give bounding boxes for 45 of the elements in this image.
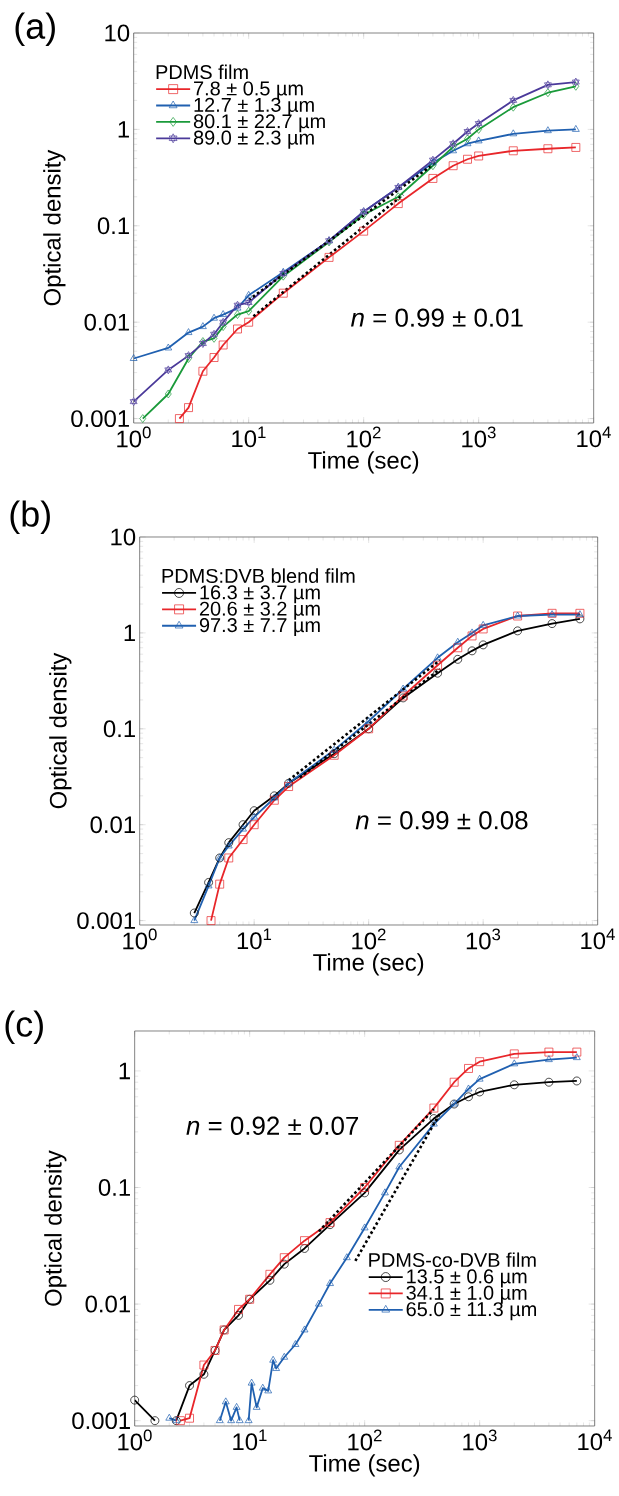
y-tick-label: 10 [111, 528, 136, 546]
y-tick-label: 1 [119, 1062, 130, 1080]
x-tick-label: 10$^{1}$ [232, 426, 266, 448]
y-tick-label: 0.001 [71, 410, 129, 428]
x-tick-label: 10$^{3}$ [466, 928, 501, 950]
x-tick-label: 10$^{0}$ [118, 1429, 152, 1451]
x-tick-label: 10$^{2}$ [352, 928, 386, 950]
x-tick-label: 10$^{2}$ [348, 1429, 382, 1451]
y-tick-label: 1 [118, 121, 129, 138]
legend-title: PDMS-co-DVB film [369, 1252, 536, 1268]
y-tick-label: 0.1 [97, 217, 129, 235]
x-axis-title: Time (sec) [313, 953, 424, 976]
x-tick-label: 10$^{1}$ [237, 928, 271, 950]
x-tick-label: 10$^{0}$ [117, 426, 151, 448]
annotation: n = 0.99 ± 0.01 [350, 308, 523, 327]
y-tick-label: 0.1 [98, 1179, 130, 1196]
legend-title: PDMS:DVB blend film [162, 568, 355, 583]
annotation: n = 0.92 ± 0.07 [186, 1116, 358, 1135]
x-tick-label: 10$^{1}$ [233, 1429, 267, 1451]
x-axis-title: Time (sec) [309, 1454, 420, 1477]
legend-title: PDMS film [156, 64, 248, 80]
x-tick-label: 10$^{4}$ [581, 928, 615, 950]
y-axis-title: Optical density [43, 149, 66, 306]
legend-label: 65.0 ± 11.3 µm [406, 1302, 536, 1321]
y-tick-label: 0.01 [90, 816, 135, 834]
x-tick-label: 10$^{4}$ [578, 1429, 612, 1451]
y-tick-label: 0.001 [77, 912, 135, 930]
y-tick-label: 0.01 [85, 1295, 130, 1313]
x-tick-label: 10$^{3}$ [463, 1429, 497, 1451]
x-tick-label: 10$^{0}$ [123, 928, 157, 950]
y-tick-label: 0.1 [103, 720, 135, 738]
y-axis-title: Optical density [44, 1150, 67, 1306]
x-tick-label: 10$^{3}$ [462, 426, 496, 448]
y-tick-label: 0.01 [84, 313, 129, 331]
annotation: n = 0.99 ± 0.08 [355, 811, 528, 830]
x-tick-label: 10$^{4}$ [577, 426, 611, 448]
x-tick-label: 10$^{2}$ [347, 426, 381, 448]
y-tick-label: 10 [105, 24, 130, 42]
x-axis-title: Time (sec) [308, 451, 419, 474]
y-axis-title: Optical density [49, 652, 72, 809]
chart-title: (c) [5, 1010, 43, 1044]
y-tick-label: 1 [124, 624, 135, 642]
y-tick-label: 0.001 [72, 1412, 130, 1430]
chart-title: (a) [15, 12, 55, 46]
chart-title: (b) [10, 500, 50, 534]
